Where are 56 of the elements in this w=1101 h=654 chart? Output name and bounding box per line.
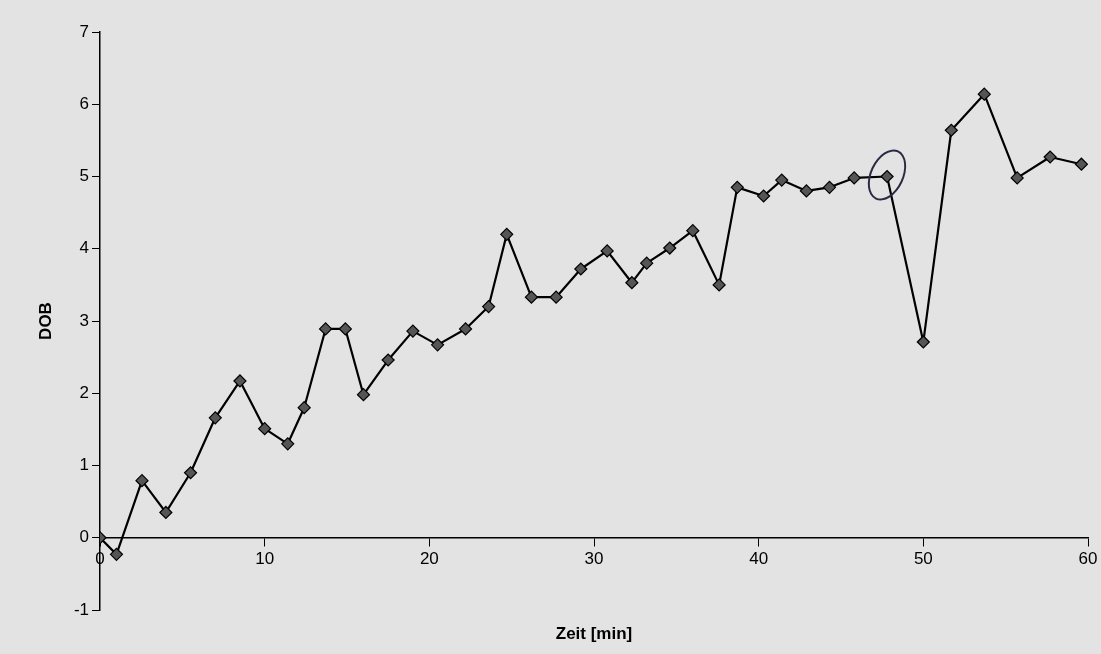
- x-axis-title: Zeit [min]: [555, 623, 633, 643]
- y-tick-label: 6: [79, 93, 89, 113]
- y-tick-label: 1: [79, 455, 89, 475]
- point: [430, 338, 445, 352]
- y-tick-label: -1: [73, 599, 89, 619]
- point: [258, 422, 272, 436]
- point: [775, 173, 789, 187]
- point: [712, 278, 726, 292]
- y-tick-label: 7: [79, 21, 89, 41]
- point: [183, 466, 198, 480]
- point: [730, 180, 744, 194]
- point: [458, 322, 473, 336]
- point: [406, 324, 420, 338]
- point: [109, 547, 124, 561]
- y-tick-label: 4: [79, 238, 89, 258]
- point: [1010, 171, 1024, 185]
- point: [1043, 150, 1057, 164]
- x-tick-label: 10: [255, 548, 275, 568]
- x-tick-label: 30: [584, 548, 604, 568]
- point: [847, 171, 861, 185]
- point: [600, 244, 614, 258]
- point: [500, 227, 514, 241]
- point: [916, 335, 930, 349]
- x-tick-label: 60: [1078, 548, 1098, 568]
- y-tick-label: 5: [79, 166, 89, 186]
- point: [977, 87, 991, 101]
- point: [233, 374, 247, 388]
- point: [799, 184, 814, 198]
- point: [135, 474, 149, 488]
- x-tick-label: 40: [749, 548, 769, 568]
- point: [944, 123, 958, 137]
- y-tick-label: 2: [79, 382, 89, 402]
- point: [482, 299, 496, 314]
- x-tick-label: 50: [913, 548, 933, 568]
- point: [549, 290, 563, 304]
- point: [1074, 157, 1088, 171]
- point: [297, 401, 311, 415]
- y-tick-label: 3: [79, 310, 89, 330]
- point: [338, 322, 352, 336]
- point: [318, 322, 333, 336]
- point: [663, 241, 677, 255]
- point: [208, 411, 222, 425]
- x-tick-label: 20: [419, 548, 439, 568]
- point: [381, 353, 395, 367]
- point: [356, 388, 371, 402]
- point: [524, 290, 539, 304]
- point: [757, 189, 771, 203]
- point: [640, 256, 654, 270]
- point: [281, 437, 295, 451]
- point: [822, 180, 837, 194]
- point: [159, 505, 173, 520]
- point: [686, 224, 700, 238]
- y-axis-title: DOB: [35, 302, 55, 340]
- point: [625, 276, 639, 290]
- y-tick-label: 0: [79, 527, 89, 547]
- point: [574, 262, 588, 276]
